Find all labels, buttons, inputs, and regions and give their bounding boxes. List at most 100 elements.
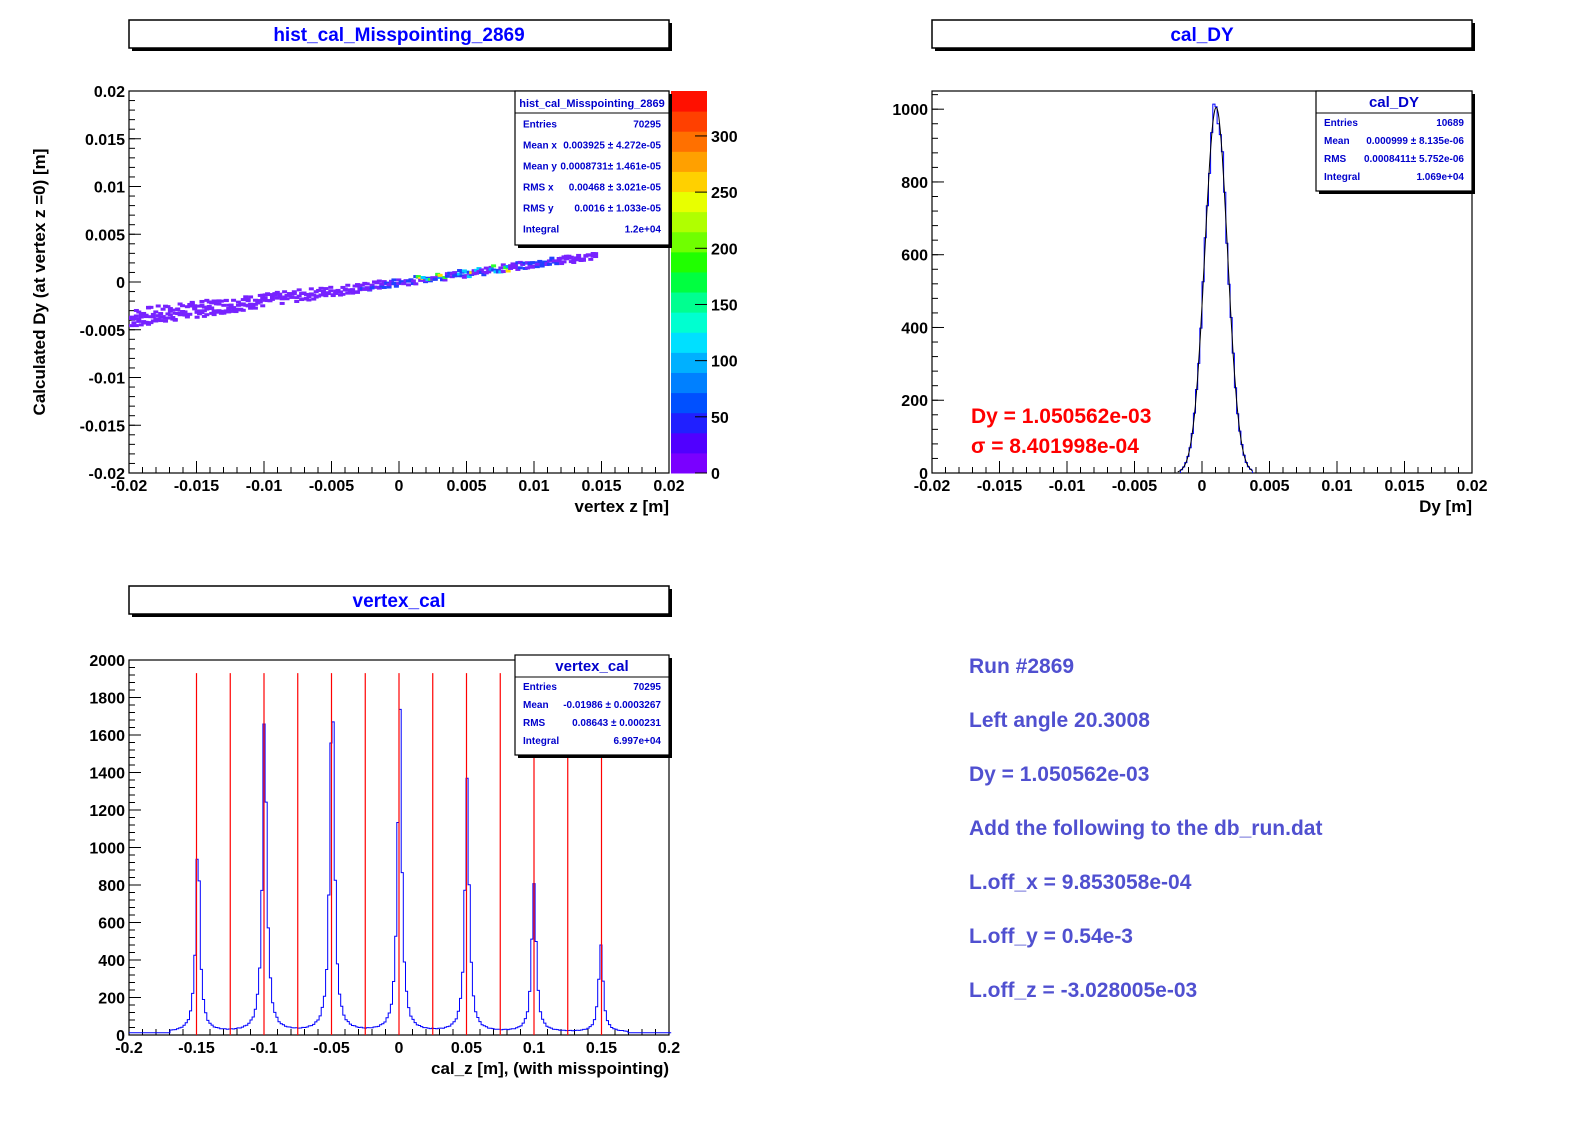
hist2d-cell: [257, 300, 263, 304]
hist2d-cell: [252, 306, 258, 310]
stats-row-label: Entries: [1324, 118, 1358, 129]
hist2d-cell: [294, 299, 300, 303]
stats-row-value: 70295: [633, 120, 661, 131]
y-tick-label: 2000: [89, 653, 125, 670]
x-tick-label: 0: [395, 1040, 404, 1057]
hist2d-cell: [153, 310, 159, 314]
dy-fit-curve: [1177, 106, 1253, 473]
chart-title: hist_cal_Misspointing_2869: [273, 25, 524, 46]
colorbar-segment: [671, 191, 707, 213]
hist2d-cell: [277, 295, 283, 299]
colorbar-segment: [671, 111, 707, 132]
colorbar-segment: [671, 412, 707, 434]
hist2d-cell: [172, 318, 178, 322]
hist2d-cell: [500, 270, 506, 274]
hist2d-cell: [274, 290, 280, 294]
hist2d-cell: [335, 288, 341, 292]
vertex-marker-lines: [195, 673, 603, 1035]
hist2d-cell: [442, 278, 448, 282]
y-tick-label: 600: [901, 248, 928, 265]
hist2d-cell: [284, 293, 290, 297]
stats-row-label: Mean: [523, 700, 549, 711]
hist2d-cell: [250, 304, 256, 308]
hist2d-cell: [165, 316, 171, 320]
colorbar-segment: [671, 392, 707, 414]
colorbar-segment: [671, 432, 707, 454]
hist2d-cell: [291, 292, 297, 296]
hist2d-cell: [245, 304, 251, 308]
hist2d-cell: [167, 313, 173, 317]
dy-title-box: cal_DY: [931, 19, 1475, 51]
hist2d-cell: [337, 290, 343, 294]
hist2d-cell: [345, 283, 351, 287]
hist2d-cell: [320, 292, 326, 296]
x-tick-label: -0.015: [174, 478, 219, 495]
hist2d-cell: [311, 293, 317, 297]
hist2d-cell: [354, 283, 360, 287]
x-tick-label: -0.015: [977, 478, 1022, 495]
hist2d-cell: [165, 305, 171, 309]
hist2d-cell: [474, 271, 480, 275]
hist2d-cell: [527, 263, 533, 267]
hist2d-cell: [486, 270, 492, 274]
y-tick-label: 1600: [89, 728, 125, 745]
x-tick-label: 0.02: [1456, 478, 1487, 495]
hist2d-cell: [308, 287, 314, 291]
x-tick-label: -0.15: [178, 1040, 215, 1057]
hist2d-cell: [192, 307, 198, 311]
hist2d-cell: [211, 299, 217, 303]
hist2d-cell: [483, 266, 489, 270]
y-tick-label: 600: [98, 916, 125, 933]
stats-row-label: Mean x: [523, 141, 557, 152]
hist2d-cell: [505, 269, 511, 273]
y-tick-label: 1200: [89, 803, 125, 820]
hist2d-cell: [593, 252, 599, 256]
dy-fit-sigma-text: σ = 8.401998e-04: [971, 435, 1139, 458]
stats-row-label: Entries: [523, 120, 557, 131]
hist2d-cell: [291, 290, 297, 294]
hist2d-cell: [209, 301, 215, 305]
hist2d-cell: [170, 308, 176, 312]
colorbar-segment: [671, 332, 707, 353]
chart-title: cal_DY: [1170, 25, 1234, 46]
colorbar-segment: [671, 312, 707, 333]
hist2d-cell: [347, 290, 353, 294]
hist2d-cell: [559, 262, 565, 266]
hist2d-cell: [187, 312, 193, 316]
hist2d-cell: [457, 269, 463, 273]
stats-row-value: 0.0008411± 5.752e-06: [1364, 154, 1464, 165]
hist2d-cell: [211, 313, 217, 317]
x-tick-label: -0.2: [115, 1040, 143, 1057]
colorbar-tick-label: 50: [711, 410, 729, 427]
hist2d-cell: [175, 308, 181, 312]
y-tick-label: 400: [901, 320, 928, 337]
hist2d-cell: [228, 309, 234, 313]
hist2d-cell: [391, 278, 397, 282]
hist2d-cell: [221, 311, 227, 315]
stats-title: vertex_cal: [555, 658, 628, 675]
colorbar-segment: [671, 131, 707, 152]
hist2d-cell: [180, 304, 186, 308]
x-tick-label: 0.015: [1384, 478, 1424, 495]
hist2d-cell: [218, 299, 224, 303]
hist2d-cell: [228, 303, 234, 307]
hist2d-cell: [420, 276, 426, 280]
hist2d-cell: [354, 290, 360, 294]
hist2d-cell: [240, 308, 246, 312]
hist2d-cell: [415, 275, 421, 279]
stats-row-value: 0.08643 ± 0.000231: [572, 718, 661, 729]
hist2d-cell: [296, 288, 302, 292]
hist2d-cell: [525, 266, 531, 270]
x-tick-label: 0.2: [658, 1040, 680, 1057]
hist2d-cell: [296, 294, 302, 298]
hist2d-cell: [534, 265, 540, 269]
hist2d-cell: [286, 292, 292, 296]
hist2d-cell: [150, 315, 156, 319]
hist2d-cell: [537, 259, 543, 263]
dy-axes: -0.02 -0.015 -0.01 -0.005 0 0.005 0.01 0.015 0.0…: [892, 90, 1488, 516]
hist2d-cell: [131, 321, 137, 325]
hist2d-cell: [279, 301, 285, 305]
y-tick-label: 0: [116, 275, 125, 292]
hist2d-cell: [243, 295, 249, 299]
